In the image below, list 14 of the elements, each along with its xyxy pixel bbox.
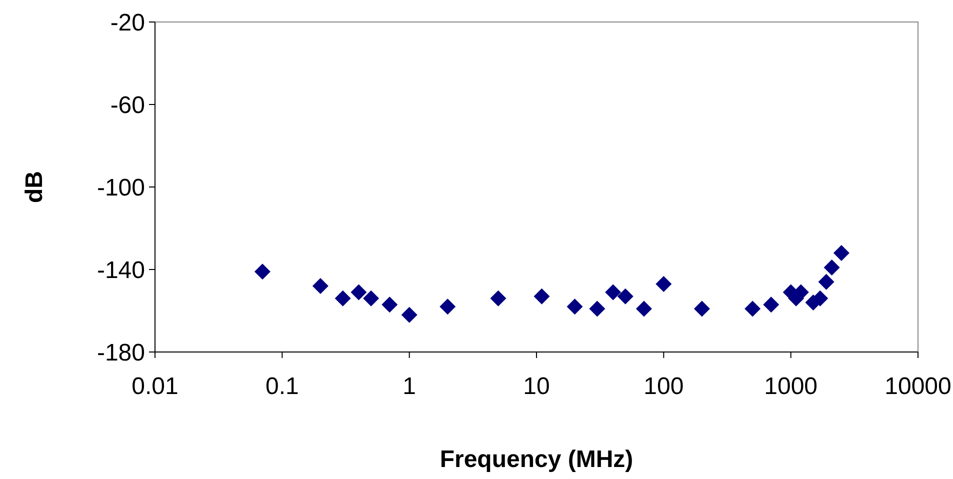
y-tick-label: -180 <box>96 339 145 366</box>
x-tick-label: 1000 <box>764 373 818 400</box>
y-tick-label: -100 <box>96 174 145 202</box>
x-tick-label: 10 <box>523 373 550 400</box>
x-tick-label: 0.1 <box>265 373 299 400</box>
y-tick-label: -60 <box>110 92 145 119</box>
x-tick-label: 100 <box>644 373 684 400</box>
y-axis-title: dB <box>21 171 48 203</box>
y-tick-label: -140 <box>96 256 145 284</box>
x-axis-title: Frequency (MHz) <box>440 446 634 473</box>
y-tick-label: -20 <box>110 9 145 36</box>
x-tick-label: 10000 <box>884 373 952 400</box>
x-tick-label: 1 <box>402 373 416 400</box>
x-tick-label: 0.01 <box>132 373 178 400</box>
